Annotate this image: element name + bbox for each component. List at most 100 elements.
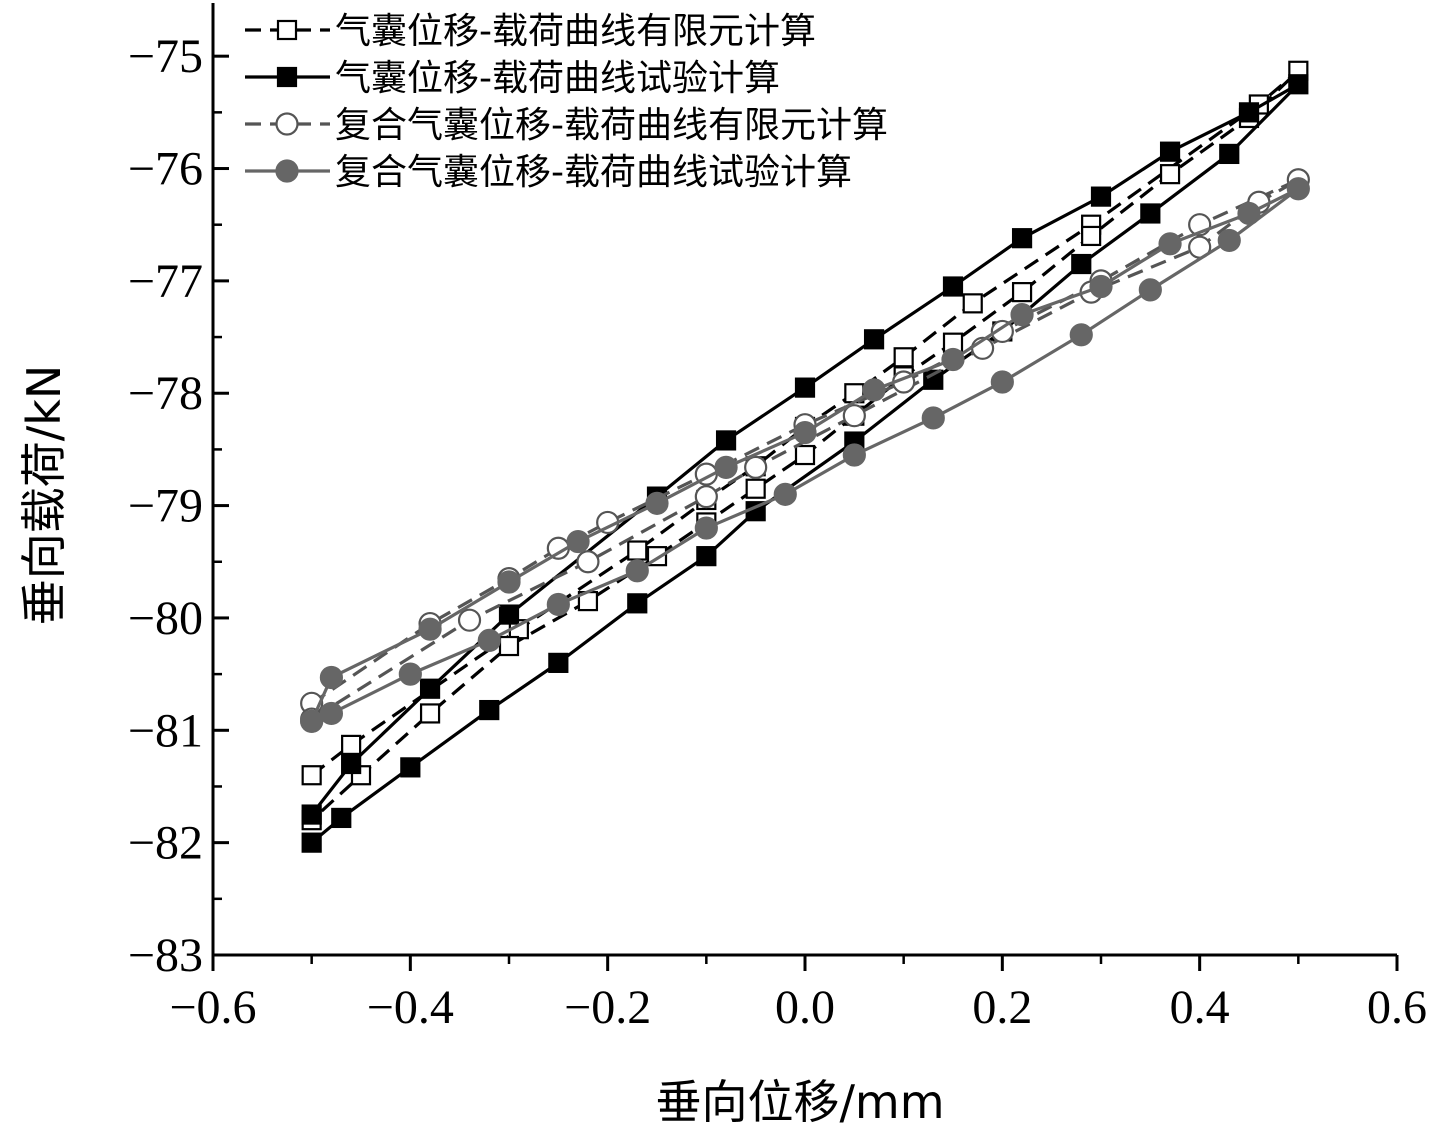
legend-marker — [275, 159, 299, 183]
data-point — [1159, 141, 1181, 162]
data-point — [942, 276, 964, 297]
legend-item-1: 气囊位移-载荷曲线有限元计算 — [245, 11, 816, 52]
data-point — [319, 701, 343, 726]
data-point — [627, 593, 648, 614]
data-point — [1238, 102, 1260, 123]
data-point — [331, 807, 352, 829]
data-point — [341, 753, 362, 775]
data-point — [1090, 186, 1112, 207]
data-point — [576, 550, 600, 574]
data-point — [744, 455, 768, 479]
plot-area — [300, 60, 1310, 853]
x-tick-label: −0.4 — [367, 981, 454, 1034]
data-point — [498, 604, 520, 625]
legend-item-4: 复合气囊位移-载荷曲线试验计算 — [245, 152, 852, 193]
axes: −83 −82 −81 −80 −79 −78 −77 −76 −75 −0.6 −0.4 −0.2 0… — [128, 3, 1427, 1034]
data-point — [301, 832, 322, 853]
data-point — [990, 319, 1014, 344]
data-point — [319, 665, 343, 690]
data-point — [398, 662, 422, 686]
data-point — [1217, 228, 1241, 253]
data-point — [418, 617, 442, 641]
data-point — [715, 430, 737, 451]
x-tick-label: −0.2 — [564, 981, 651, 1034]
data-point — [477, 628, 501, 653]
data-point — [1069, 323, 1093, 347]
legend-label: 复合气囊位移-载荷曲线试验计算 — [335, 152, 852, 193]
series-4 — [300, 177, 1310, 733]
data-point — [696, 546, 717, 567]
x-tick-label: 0.6 — [1367, 981, 1427, 1034]
data-point — [1286, 177, 1310, 201]
data-point — [862, 378, 886, 402]
data-point — [1011, 228, 1033, 249]
x-tick-label: 0.2 — [972, 981, 1032, 1034]
y-tick-label: −75 — [128, 30, 203, 83]
data-point — [341, 734, 362, 756]
data-point — [842, 443, 866, 467]
data-point — [1081, 225, 1102, 247]
data-point — [301, 765, 322, 786]
legend-marker — [276, 66, 298, 88]
series-2 — [301, 74, 1309, 853]
data-point — [1140, 203, 1161, 224]
y-axis-title: 垂向载荷/kN — [17, 365, 71, 626]
data-point — [1219, 143, 1240, 165]
data-point — [419, 703, 441, 724]
data-point — [714, 455, 738, 479]
legend: 气囊位移-载荷曲线有限元计算气囊位移-载荷曲线试验计算复合气囊位移-载荷曲线有限… — [245, 11, 888, 193]
data-point — [794, 377, 816, 398]
legend-marker — [275, 112, 299, 136]
data-point — [793, 420, 817, 445]
data-point — [773, 482, 797, 506]
data-point — [921, 406, 945, 430]
data-point — [990, 370, 1014, 394]
legend-marker — [276, 19, 298, 41]
data-point — [546, 592, 570, 617]
data-point — [566, 529, 590, 554]
data-point — [627, 540, 648, 561]
series-2-line — [310, 82, 1300, 844]
data-point — [625, 559, 649, 583]
data-point — [1011, 282, 1033, 303]
data-point — [498, 635, 520, 657]
data-point — [645, 491, 669, 515]
y-tick-label: −76 — [128, 143, 203, 196]
data-point — [479, 699, 500, 721]
data-point — [548, 652, 569, 673]
data-point — [962, 293, 983, 314]
data-point — [745, 478, 766, 499]
data-point — [1159, 164, 1181, 185]
y-tick-label: −81 — [128, 704, 203, 757]
data-point — [694, 516, 718, 540]
x-tick-label: 0.0 — [775, 981, 835, 1034]
data-point — [400, 757, 421, 778]
y-tick-label: −82 — [128, 817, 203, 870]
data-point — [1237, 201, 1261, 226]
data-point — [457, 608, 482, 632]
data-point — [794, 444, 816, 466]
data-point — [1138, 278, 1162, 302]
data-point — [1288, 74, 1309, 95]
y-tick-label: −77 — [128, 255, 203, 308]
data-point — [1089, 274, 1113, 299]
x-tick-label: 0.4 — [1170, 981, 1230, 1034]
x-tick-label: −0.6 — [169, 981, 256, 1034]
y-tick-label: −80 — [128, 592, 203, 645]
y-tick-label: −79 — [128, 480, 203, 533]
data-point — [1010, 302, 1034, 327]
data-point — [301, 804, 322, 825]
data-point — [893, 347, 914, 368]
legend-label: 气囊位移-载荷曲线有限元计算 — [335, 11, 816, 52]
data-point — [497, 570, 521, 594]
y-tick-label: −83 — [128, 929, 203, 982]
data-point — [694, 485, 718, 509]
legend-item-2: 气囊位移-载荷曲线试验计算 — [245, 58, 780, 99]
legend-item-3: 复合气囊位移-载荷曲线有限元计算 — [245, 105, 888, 146]
data-point — [300, 709, 324, 733]
x-axis-title: 垂向位移/mm — [655, 1075, 944, 1129]
data-point — [419, 678, 441, 699]
data-point — [1071, 253, 1092, 275]
data-point — [842, 404, 866, 428]
